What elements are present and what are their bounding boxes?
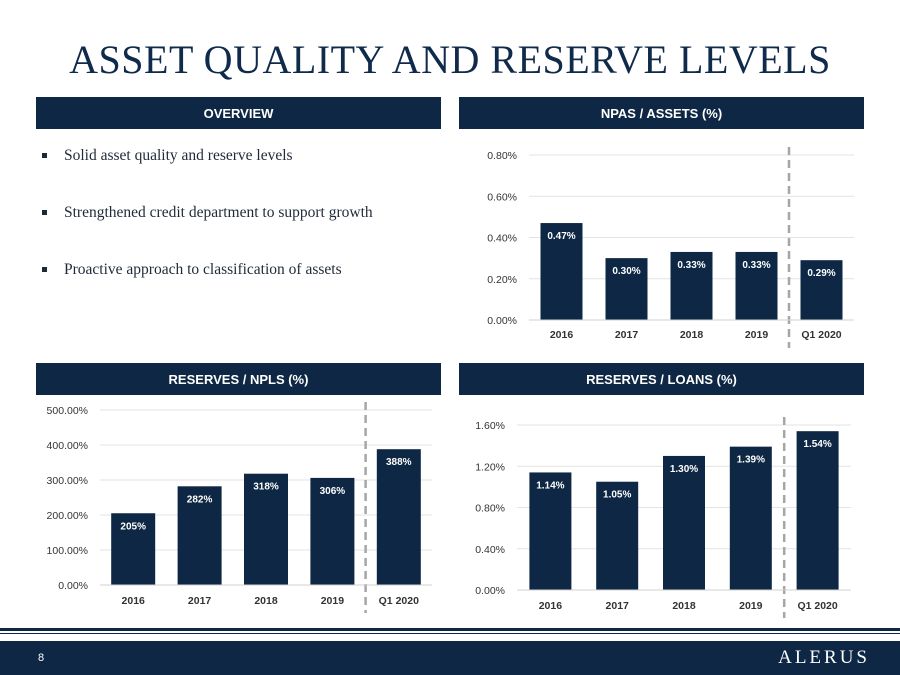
y-tick-label: 0.40%: [487, 233, 517, 245]
data-label: 282%: [187, 494, 213, 505]
npas-assets-chart: 0.00% 0.20% 0.40% 0.60% 0.80% 0.47% 2016 0.30% 2…: [459, 135, 864, 350]
y-tick-label: 1.60%: [475, 420, 505, 432]
x-tick-label: 2016: [122, 595, 146, 607]
x-tick-label: 2018: [254, 595, 278, 607]
y-tick-label: 0.00%: [487, 315, 517, 327]
bullet-item: Strengthened credit department to suppor…: [40, 203, 400, 222]
y-tick-label: 0.20%: [487, 274, 517, 286]
data-label: 0.30%: [612, 266, 640, 277]
page-title: ASSET QUALITY AND RESERVE LEVELS: [69, 37, 831, 82]
y-tick-label: 0.60%: [487, 191, 517, 203]
data-label: 0.33%: [677, 260, 705, 271]
data-label: 1.30%: [670, 464, 698, 475]
x-tick-label: Q1 2020: [797, 600, 837, 612]
data-label: 1.39%: [737, 455, 765, 466]
bar: [529, 472, 572, 590]
y-tick-label: 500.00%: [47, 405, 88, 417]
y-tick-label: 400.00%: [47, 440, 88, 452]
x-tick-label: 2016: [539, 600, 563, 612]
page-number: 8: [38, 652, 45, 664]
footer-divider-thin: [0, 633, 900, 634]
x-tick-label: 2019: [739, 600, 763, 612]
bullet-icon: [42, 153, 47, 158]
reserves-loans-chart: 0.00% 0.40% 0.80% 1.20% 1.60% 1.14% 2016 1.05% 2…: [459, 413, 864, 618]
reserves-npls-chart: 0.00% 100.00% 200.00% 300.00% 400.00% 500.00%…: [30, 398, 440, 618]
bar: [670, 251, 713, 320]
reserves-npls-chart-svg: 0.00% 100.00% 200.00% 300.00% 400.00% 500.00%…: [47, 402, 432, 613]
y-tick-label: 1.20%: [475, 461, 505, 473]
y-tick-label: 0.00%: [58, 580, 88, 592]
bar: [796, 431, 839, 590]
y-tick-label: 0.80%: [487, 150, 517, 162]
x-tick-label: 2016: [550, 329, 574, 341]
footer-bar: 8 ALERUS: [0, 641, 900, 675]
reserves-npls-header: RESERVES / NPLS (%): [36, 363, 441, 395]
x-tick-label: 2019: [321, 595, 345, 607]
bullet-item: Proactive approach to classification of …: [40, 260, 400, 279]
x-tick-label: 2017: [188, 595, 212, 607]
bar: [735, 251, 778, 320]
bullet-icon: [42, 210, 47, 215]
data-label: 1.05%: [603, 490, 631, 501]
data-label: 1.14%: [536, 480, 564, 491]
overview-bullet-list: Solid asset quality and reserve levels S…: [40, 146, 400, 317]
npas-assets-chart-svg: 0.00% 0.20% 0.40% 0.60% 0.80% 0.47% 2016 0.30% 2…: [487, 147, 854, 348]
data-label: 205%: [120, 521, 146, 532]
reserves-loans-header: RESERVES / LOANS (%): [459, 363, 864, 395]
y-tick-label: 0.80%: [475, 503, 505, 515]
data-label: 318%: [253, 482, 279, 493]
reserves-loans-chart-svg: 0.00% 0.40% 0.80% 1.20% 1.60% 1.14% 2016 1.05% 2…: [475, 417, 851, 618]
data-label: 388%: [386, 457, 412, 468]
y-tick-label: 300.00%: [47, 475, 88, 487]
y-tick-label: 100.00%: [47, 545, 88, 557]
x-tick-label: 2018: [680, 329, 704, 341]
x-tick-label: 2017: [606, 600, 630, 612]
y-tick-label: 0.40%: [475, 544, 505, 556]
x-tick-label: Q1 2020: [801, 329, 841, 341]
data-label: 306%: [320, 486, 346, 497]
x-tick-label: 2018: [672, 600, 696, 612]
data-label: 0.47%: [547, 231, 575, 242]
bar: [605, 258, 648, 320]
bar: [663, 455, 705, 590]
overview-header: OVERVIEW: [36, 97, 441, 129]
x-tick-label: 2019: [745, 329, 769, 341]
bar: [111, 513, 156, 585]
bullet-icon: [42, 267, 47, 272]
bullet-text: Strengthened credit department to suppor…: [64, 204, 373, 221]
data-label: 0.33%: [742, 260, 770, 271]
npas-assets-header: NPAS / ASSETS (%): [459, 97, 864, 129]
bar: [729, 446, 772, 590]
data-label: 0.29%: [807, 268, 835, 279]
y-tick-label: 200.00%: [47, 510, 88, 522]
bullet-item: Solid asset quality and reserve levels: [40, 146, 400, 165]
footer-divider: [0, 628, 900, 631]
bar: [596, 481, 639, 590]
bar: [376, 449, 421, 585]
y-tick-label: 0.00%: [475, 585, 505, 597]
bar: [800, 260, 843, 320]
bar: [244, 473, 288, 585]
bar: [540, 223, 583, 320]
x-tick-label: 2017: [615, 329, 639, 341]
x-tick-label: Q1 2020: [379, 595, 419, 607]
bar: [310, 477, 355, 585]
bar: [177, 486, 222, 585]
data-label: 1.54%: [803, 439, 831, 450]
company-logo: ALERUS: [778, 647, 870, 668]
bullet-text: Solid asset quality and reserve levels: [64, 147, 293, 164]
bullet-text: Proactive approach to classification of …: [64, 261, 342, 278]
